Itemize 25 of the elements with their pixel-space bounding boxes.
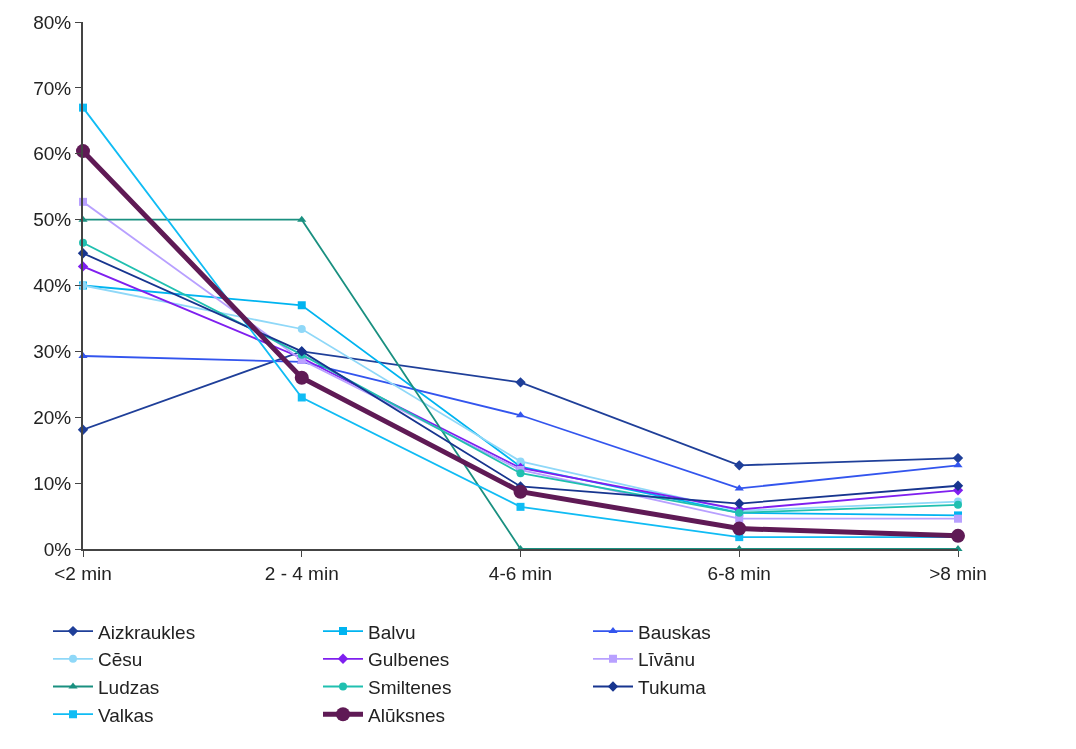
y-tick-label: 30%	[33, 341, 72, 363]
x-tick-label: 2 - 4 min	[264, 562, 339, 584]
legend-label: Bauskas	[638, 621, 711, 643]
legend-label: Ludzas	[98, 676, 160, 698]
legend-label: Smiltenes	[368, 676, 452, 698]
legend-label: Aizkraukles	[98, 621, 196, 643]
legend-label: Balvu	[368, 621, 416, 643]
legend-label: Tukuma	[638, 676, 707, 698]
legend-label: Valkas	[98, 704, 154, 726]
y-tick-label: 40%	[33, 275, 72, 297]
legend-label: Cēsu	[98, 649, 143, 671]
y-tick-label: 20%	[33, 406, 72, 428]
y-tick-label: 10%	[33, 472, 72, 494]
y-tick-label: 50%	[33, 209, 72, 231]
x-tick-label: <2 min	[54, 562, 112, 584]
x-tick-label: 6-8 min	[707, 562, 771, 584]
y-tick-label: 0%	[43, 538, 72, 560]
legend-label: Alūksnes	[368, 704, 446, 726]
x-tick-label: >8 min	[929, 562, 987, 584]
y-tick-label: 60%	[33, 143, 72, 165]
legend-label: Līvānu	[638, 649, 696, 671]
y-tick-label: 70%	[33, 77, 72, 99]
y-tick-label: 80%	[33, 11, 72, 33]
legend-label: Gulbenes	[368, 649, 450, 671]
x-tick-label: 4-6 min	[488, 562, 553, 584]
